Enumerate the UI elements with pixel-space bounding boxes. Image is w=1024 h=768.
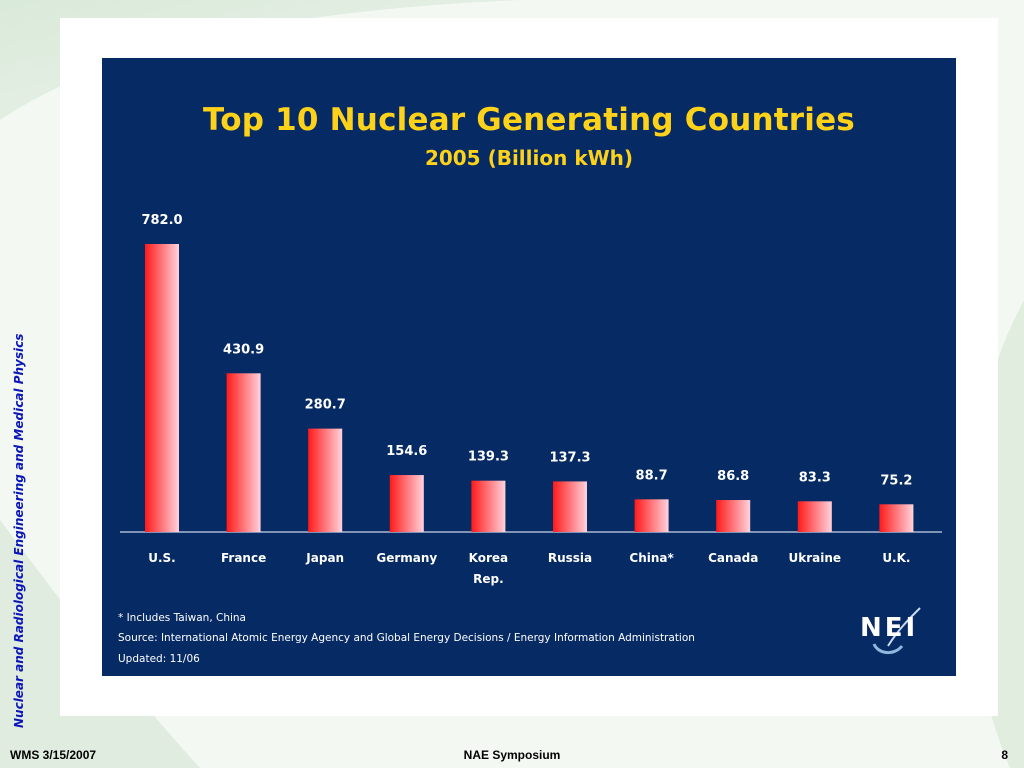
x-tick-label: Korea: [469, 551, 509, 565]
nei-logo: NEI: [860, 607, 921, 654]
bar-value-label: 139.3: [468, 450, 509, 465]
x-tick-label: Germany: [376, 551, 437, 565]
bar-value-label: 75.2: [880, 473, 912, 488]
chart-title: Top 10 Nuclear Generating Countries: [203, 102, 855, 138]
bar-chart: 782.0 U.S. 430.9 France 280.7 Japan 154.6 Germa…: [120, 213, 942, 586]
bar-germany: [389, 475, 424, 532]
footnote-source: Source: International Atomic Energy Agen…: [118, 632, 695, 644]
bar-value-label: 86.8: [717, 469, 749, 484]
bar-u-k: [879, 504, 914, 532]
footnote-asterisk: * Includes Taiwan, China: [118, 612, 246, 624]
x-tick-label: Russia: [548, 551, 592, 565]
footer-title: NAE Symposium: [463, 748, 561, 762]
bar-canada: [716, 500, 751, 532]
x-tick-label: France: [221, 551, 266, 565]
bar-value-label: 88.7: [636, 468, 668, 483]
bar-value-label: 154.6: [386, 444, 427, 459]
x-tick-label: Ukraine: [789, 551, 842, 565]
slide-number: 8: [1001, 748, 1008, 762]
side-title-text: Nuclear and Radiological Engineering and…: [12, 334, 26, 728]
x-tick-label: Canada: [708, 551, 758, 565]
bar-value-label: 280.7: [305, 398, 346, 413]
footer-date: WMS 3/15/2007: [10, 748, 97, 762]
bar-value-label: 782.0: [141, 213, 182, 228]
footnote-updated: Updated: 11/06: [118, 653, 200, 665]
chart-slide: Top 10 Nuclear Generating Countries 2005…: [102, 58, 956, 676]
bar-value-label: 83.3: [799, 470, 831, 485]
side-title: Nuclear and Radiological Engineering and…: [8, 334, 32, 730]
x-tick-label: China*: [629, 551, 674, 565]
x-tick-label: U.K.: [882, 551, 910, 565]
bar-japan: [308, 428, 343, 532]
nei-logo-text: NEI: [860, 613, 918, 643]
bar-u-s: [145, 244, 179, 532]
chart-subtitle: 2005 (Billion kWh): [424, 146, 634, 170]
x-tick-label: Japan: [305, 551, 344, 565]
bar-china: [634, 499, 669, 532]
bar-russia: [553, 481, 587, 532]
bar-france: [226, 373, 261, 532]
bar-korea-rep: [471, 480, 506, 532]
x-tick-label: Rep.: [473, 572, 504, 586]
bar-ukraine: [797, 501, 832, 532]
bar-value-label: 430.9: [223, 342, 264, 357]
x-tick-label: U.S.: [148, 551, 176, 565]
bar-value-label: 137.3: [549, 450, 590, 465]
